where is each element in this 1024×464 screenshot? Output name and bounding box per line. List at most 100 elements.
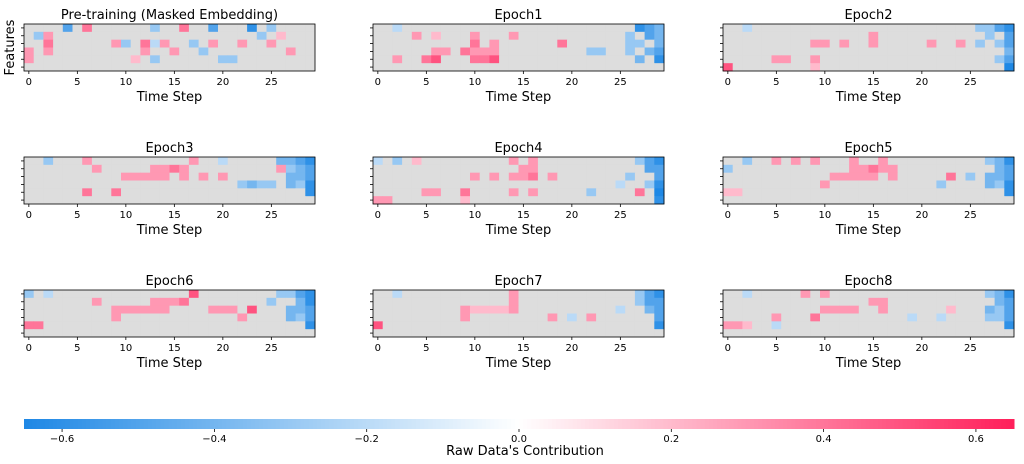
panel-3-cell [91, 164, 102, 174]
colorbar-segment [729, 419, 735, 429]
colorbar-segment [420, 419, 425, 429]
panel-2-cell [858, 24, 869, 33]
panel-6-cell [198, 321, 209, 330]
panel-2-cell [926, 63, 937, 72]
panel-5-cell [761, 172, 772, 181]
panel-1-cell [537, 24, 548, 33]
panel-4-cell [634, 196, 645, 205]
panel-8-cell [926, 313, 937, 322]
panel-8-cell [868, 321, 879, 330]
panel-2-cell [752, 63, 763, 72]
panel-6-cell [72, 305, 83, 314]
panel-5-cell [790, 172, 801, 181]
panel-8-cell [761, 321, 772, 330]
panel-4-cell [528, 196, 539, 205]
panel-7-cell [479, 321, 490, 330]
panel-7-cell [567, 305, 578, 314]
panel-4-cell [537, 157, 548, 166]
panel-6-cell [179, 297, 190, 307]
panel-4-cell [392, 188, 403, 197]
colorbar-segment [766, 419, 772, 429]
panel-6-cell [150, 313, 161, 322]
panel-7-cell [654, 290, 665, 299]
colorbar-segment [783, 419, 788, 429]
panel-2-cell [829, 47, 840, 56]
panel-3-cell [159, 180, 170, 189]
panel-4-cell [644, 196, 655, 205]
colorbar-segment [952, 419, 957, 429]
panel-4-cell [382, 196, 393, 205]
panel-4-cell [460, 180, 471, 189]
panel-2-cell [858, 31, 869, 41]
panel-2-cell [781, 63, 792, 72]
panel-8-cell [858, 313, 869, 322]
panel-6-cell [53, 305, 64, 314]
panel-7-cell [431, 313, 442, 322]
panel-1-cell [402, 63, 413, 72]
panel-4-cell [431, 157, 442, 166]
panel-6-cell [208, 313, 219, 322]
panel-2-cell [839, 24, 850, 33]
panel-8-cell [984, 305, 995, 314]
panel-0-cell [72, 24, 83, 33]
panel-5-cell [936, 188, 947, 197]
colorbar-segment [675, 419, 681, 429]
colorbar-segment [803, 419, 809, 429]
panel-2-cell [771, 63, 782, 72]
panel-2-cell [984, 47, 995, 56]
panel-8-cell [975, 321, 986, 330]
panel-8-cell [761, 313, 772, 322]
colorbar-segment [931, 419, 937, 429]
panel-8-cell [878, 321, 889, 330]
panel-2-cell [984, 63, 995, 72]
panel-0-cell [169, 63, 180, 72]
panel-1-cell [547, 47, 558, 56]
panel-1-cell [460, 63, 471, 72]
panel-3-cell [140, 188, 151, 197]
panel-1-cell [450, 55, 461, 64]
panel-8-cell [810, 321, 821, 330]
panel-8-cell [897, 297, 908, 307]
panel-1-cell [411, 55, 422, 64]
panel-1-cell [625, 47, 636, 56]
panel-0-cell [188, 55, 199, 64]
panel-2-cell [800, 24, 811, 33]
panel-1-cell [382, 47, 393, 56]
panel-7-cell [421, 305, 432, 314]
panel-3-cell [140, 172, 151, 181]
panel-6-cell [43, 321, 54, 330]
panel-3-cell [276, 188, 287, 197]
panel-1-cell [373, 55, 384, 64]
panel-0-cell [121, 24, 132, 33]
panel-4-cell [644, 157, 655, 166]
panel-8-cell [868, 297, 879, 307]
panel-6-xtick-label: 25 [265, 343, 278, 354]
panel-4-cell [518, 180, 529, 189]
panel-1-cell [402, 39, 413, 48]
panel-5-cell [868, 157, 879, 166]
panel-5-cell [965, 164, 976, 174]
panel-3-cell [111, 164, 122, 174]
panel-8-frame [722, 289, 1015, 338]
panel-2-cell [878, 63, 889, 72]
panel-5-cell [984, 196, 995, 205]
panel-4-cell [576, 196, 587, 205]
panel-8-cell [994, 313, 1005, 322]
panel-5-cell [868, 164, 879, 174]
panel-5-cell [975, 172, 986, 181]
panel-2-cell [781, 47, 792, 56]
panel-8-cell [965, 297, 976, 307]
panel-7-cell [402, 313, 413, 322]
panel-7-cell [392, 297, 403, 307]
panel-0-cell [285, 47, 296, 56]
panel-5-cell [1004, 157, 1015, 166]
panel-6-cell [227, 305, 238, 314]
panel-3-cell [24, 196, 35, 205]
panel-5-cell [858, 157, 869, 166]
panel-6-cell [82, 321, 93, 330]
panel-5-cell [761, 180, 772, 189]
panel-4-cell [644, 188, 655, 197]
panel-1-cell [557, 31, 568, 41]
panel-1-cell [450, 39, 461, 48]
colorbar-segment [279, 419, 285, 429]
